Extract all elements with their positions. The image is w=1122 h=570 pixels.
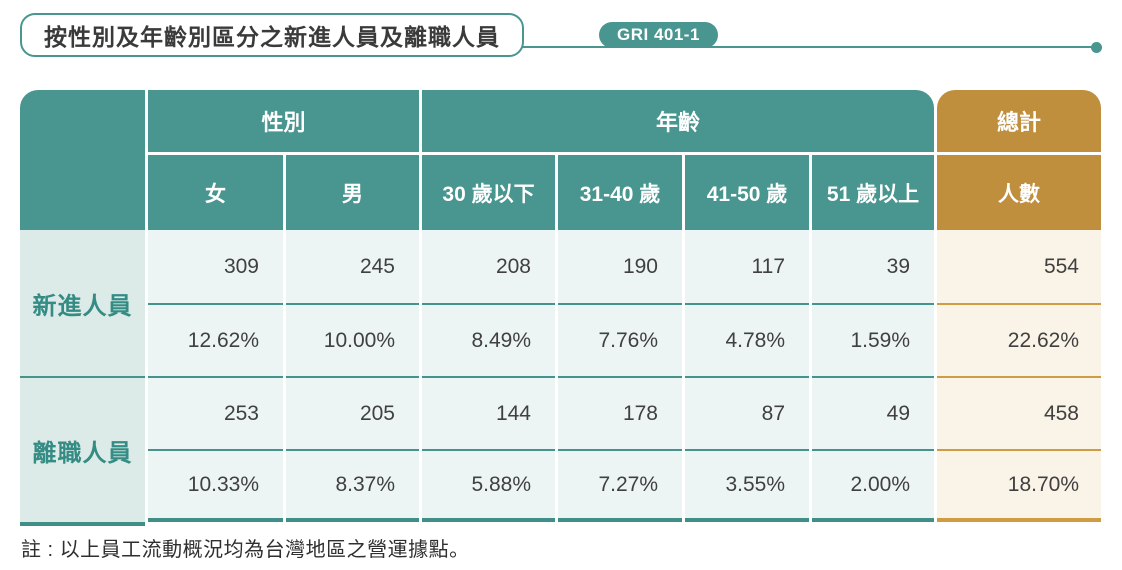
column-group-total: 總計 — [937, 90, 1101, 155]
column-header-under-30: 30 歲以下 — [422, 155, 555, 230]
table-cell: 4.78% — [685, 303, 809, 376]
header-rule — [28, 46, 1094, 48]
table-cell: 245 — [286, 230, 419, 303]
table-cell: 39 — [812, 230, 934, 303]
table-cell: 178 — [558, 376, 682, 449]
table-cell: 49 — [812, 376, 934, 449]
table-cell: 5.88% — [422, 449, 555, 522]
column-header-31-40: 31-40 歲 — [558, 155, 682, 230]
table-cell: 87 — [685, 376, 809, 449]
column-header-male: 男 — [286, 155, 419, 230]
employee-turnover-table: 性別 年齡 總計 女 男 30 歲以下 31-40 歲 41-50 歲 51 歲… — [20, 90, 1101, 522]
column-header-over-51: 51 歲以上 — [812, 155, 934, 230]
table-cell-total: 22.62% — [937, 303, 1101, 376]
gri-badge: GRI 401-1 — [599, 22, 718, 48]
corner-cell — [20, 90, 145, 230]
label-column-bottom-rule — [20, 522, 145, 526]
table-cell: 7.27% — [558, 449, 682, 522]
table-cell: 7.76% — [558, 303, 682, 376]
table-cell: 190 — [558, 230, 682, 303]
row-label-new-hires: 新進人員 — [20, 230, 145, 376]
table-cell-total: 458 — [937, 376, 1101, 449]
table-cell: 309 — [148, 230, 283, 303]
table-cell: 117 — [685, 230, 809, 303]
table-cell: 2.00% — [812, 449, 934, 522]
page-title: 按性別及年齡別區分之新進人員及離職人員 — [20, 13, 524, 57]
table-cell: 205 — [286, 376, 419, 449]
footnote: 註 : 以上員工流動概況均為台灣地區之營運據點。 — [21, 539, 470, 561]
column-header-female: 女 — [148, 155, 283, 230]
column-group-age: 年齡 — [422, 90, 934, 155]
column-header-41-50: 41-50 歲 — [685, 155, 809, 230]
table-cell: 3.55% — [685, 449, 809, 522]
column-header-headcount: 人數 — [937, 155, 1101, 230]
row-label-departures: 離職人員 — [20, 376, 145, 522]
table-cell: 208 — [422, 230, 555, 303]
table-cell: 8.37% — [286, 449, 419, 522]
header-rule-end-dot — [1091, 42, 1102, 53]
table-cell: 1.59% — [812, 303, 934, 376]
table-cell: 8.49% — [422, 303, 555, 376]
table-cell: 10.33% — [148, 449, 283, 522]
column-group-gender: 性別 — [148, 90, 419, 155]
table-cell-total: 18.70% — [937, 449, 1101, 522]
table-cell: 253 — [148, 376, 283, 449]
table-cell-total: 554 — [937, 230, 1101, 303]
table-cell: 144 — [422, 376, 555, 449]
table-cell: 12.62% — [148, 303, 283, 376]
table-cell: 10.00% — [286, 303, 419, 376]
